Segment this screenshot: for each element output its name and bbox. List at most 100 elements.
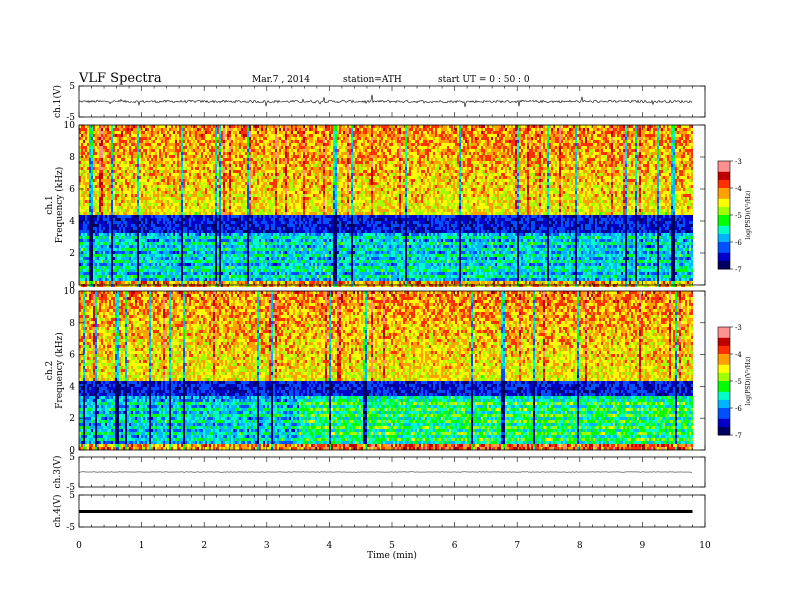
spectrogram-cell [95,161,97,164]
spectrogram-cell [213,161,215,164]
spectrogram-cell [221,260,223,263]
spectrogram-cell [135,212,137,215]
spectrogram-cell [143,230,145,233]
spectrogram-cell [93,233,95,236]
spectrogram-cell [217,170,219,173]
spectrogram-cell [167,209,169,212]
spectrogram-cell [211,191,213,194]
spectrogram-cell [161,170,163,173]
spectrogram-cell [253,254,255,257]
spectrogram-cell [125,260,127,263]
spectrogram-cell [205,203,207,206]
spectrogram-cell [189,269,191,272]
spectrogram-cell [103,194,105,197]
spectrogram-cell [231,149,233,152]
spectrogram-cell [199,155,201,158]
spectrogram-cell [185,188,187,191]
spectrogram-cell [129,245,131,248]
spectrogram-cell [205,152,207,155]
spectrogram-cell [165,182,167,185]
spectrogram-cell [97,134,99,137]
spectrogram-cell [111,218,113,221]
spectrogram-cell [183,212,185,215]
spectrogram-cell [79,227,81,230]
spectrogram-cell [145,209,147,212]
spectrogram-cell [187,158,189,161]
spectrogram-cell [161,272,163,275]
spectrogram-cell [147,245,149,248]
spectrogram-cell [171,281,173,284]
spectrogram-cell [177,128,179,131]
spectrogram-cell [169,266,171,269]
spectrogram-cell [145,260,147,263]
spectrogram-cell [233,209,235,212]
spectrogram-cell [99,170,101,173]
spectrogram-cell [241,209,243,212]
spectrogram-cell [193,269,195,272]
spectrogram-cell [165,284,167,287]
spectrogram-cell [219,155,221,158]
spectrogram-cell [95,164,97,167]
spectrogram-cell [111,239,113,242]
spectrogram-cell [129,254,131,257]
spectrogram-cell [249,275,251,278]
spectrogram-cell [165,212,167,215]
spectrogram-cell [113,140,115,143]
spectrogram-cell [85,233,87,236]
spectrogram-cell [177,212,179,215]
spectrogram-cell [117,197,119,200]
spectrogram-cell [231,251,233,254]
spectrogram-cell [93,152,95,155]
spectrogram-cell [197,125,199,128]
spectrogram-cell [165,227,167,230]
spectrogram-cell [257,173,259,176]
spectrogram-cell [107,203,109,206]
spectrogram-cell [221,263,223,266]
spectrogram-cell [79,209,81,212]
spectrogram-cell [157,215,159,218]
spectrogram-cell [89,251,91,254]
spectrogram-cell [219,140,221,143]
spectrogram-cell [125,215,127,218]
spectrogram-cell [123,152,125,155]
spectrogram-cell [109,182,111,185]
spectrogram-cell [109,254,111,257]
spectrogram-cell [185,137,187,140]
spectrogram-cell [153,128,155,131]
spectrogram-cell [105,209,107,212]
spectrogram-cell [95,218,97,221]
spectrogram-cell [105,203,107,206]
spectrogram-cell [151,248,153,251]
spectrogram-cell [237,191,239,194]
spectrogram-cell [107,272,109,275]
spectrogram-cell [229,161,231,164]
spectrogram-cell [213,206,215,209]
spectrogram-cell [231,185,233,188]
spectrogram-cell [131,146,133,149]
spectrogram-cell [249,233,251,236]
spectrogram-cell [107,152,109,155]
spectrogram-cell [239,281,241,284]
spectrogram-cell [93,137,95,140]
spectrogram-cell [257,251,259,254]
spectrogram-cell [167,203,169,206]
spectrogram-cell [165,206,167,209]
spectrogram-cell [201,218,203,221]
spectrogram-cell [97,125,99,128]
spectrogram-cell [173,224,175,227]
spectrogram-cell [95,269,97,272]
y-axis-label: ch.1(V) [52,85,63,118]
spectrogram-cell [163,227,165,230]
spectrogram-cell [259,188,261,191]
spectrogram-cell [231,170,233,173]
spectrogram-cell [93,269,95,272]
spectrogram-cell [99,152,101,155]
spectrogram-cell [185,203,187,206]
spectrogram-cell [207,146,209,149]
spectrogram-cell [191,197,193,200]
spectrogram-cell [95,236,97,239]
spectrogram-cell [93,182,95,185]
spectrogram-cell [195,239,197,242]
spectrogram-cell [225,275,227,278]
spectrogram-cell [91,239,93,242]
